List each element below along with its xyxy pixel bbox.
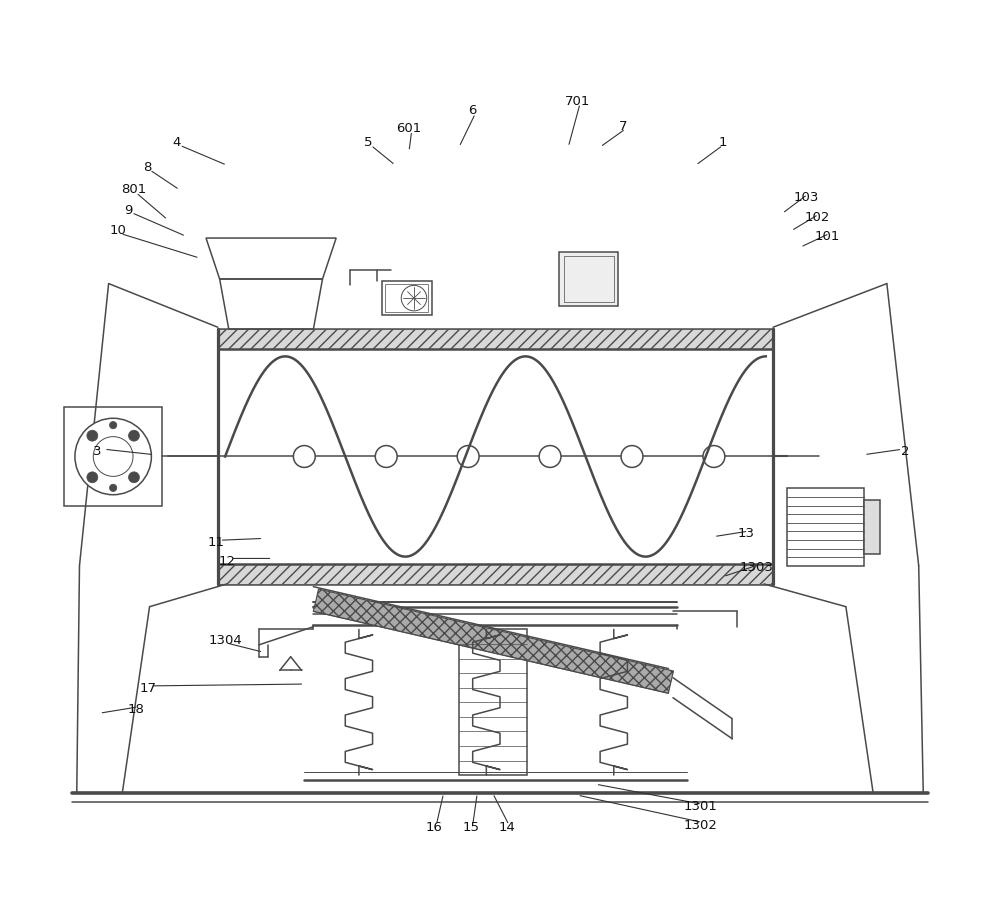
Text: 3: 3 [93,446,102,458]
Circle shape [375,446,397,467]
Text: 1302: 1302 [683,819,717,832]
Circle shape [110,422,117,429]
Circle shape [401,286,427,310]
Text: 15: 15 [462,822,479,834]
Circle shape [87,430,98,441]
Text: 9: 9 [124,205,133,217]
Text: 4: 4 [173,136,181,149]
Text: 102: 102 [804,211,829,224]
Bar [64,407,162,506]
Text: 1304: 1304 [208,634,242,647]
Bar [218,329,773,349]
Text: 601: 601 [396,122,422,135]
Text: 103: 103 [793,191,819,204]
Bar [385,285,428,311]
Circle shape [129,472,139,483]
Bar [218,564,773,584]
Circle shape [293,446,315,467]
Circle shape [87,472,98,483]
Bar [313,589,674,693]
Text: 8: 8 [143,161,151,173]
Text: 701: 701 [565,95,590,108]
Text: 7: 7 [619,121,627,133]
Text: 101: 101 [815,230,840,243]
Text: 18: 18 [127,703,144,716]
Bar [382,281,432,315]
Text: 10: 10 [109,225,126,237]
Text: 12: 12 [218,555,235,568]
Text: 1303: 1303 [740,561,774,574]
Text: 1301: 1301 [683,801,717,813]
Circle shape [457,446,479,467]
Bar [459,629,527,775]
Text: 801: 801 [121,184,147,196]
Circle shape [129,430,139,441]
Circle shape [539,446,561,467]
Bar [218,329,773,584]
Text: 16: 16 [426,822,443,834]
Text: 1: 1 [719,136,727,149]
Text: 2: 2 [901,446,909,458]
Text: 17: 17 [139,682,156,695]
Circle shape [703,446,725,467]
Circle shape [110,484,117,491]
Bar [559,252,618,307]
Text: 13: 13 [737,528,754,540]
Circle shape [75,418,151,495]
Text: 5: 5 [364,136,372,149]
Bar [787,488,864,566]
Bar [564,257,614,302]
Circle shape [93,436,133,477]
Circle shape [621,446,643,467]
Text: 6: 6 [469,104,477,117]
Text: 11: 11 [208,537,225,550]
Text: 14: 14 [499,822,516,834]
Bar [864,500,880,554]
